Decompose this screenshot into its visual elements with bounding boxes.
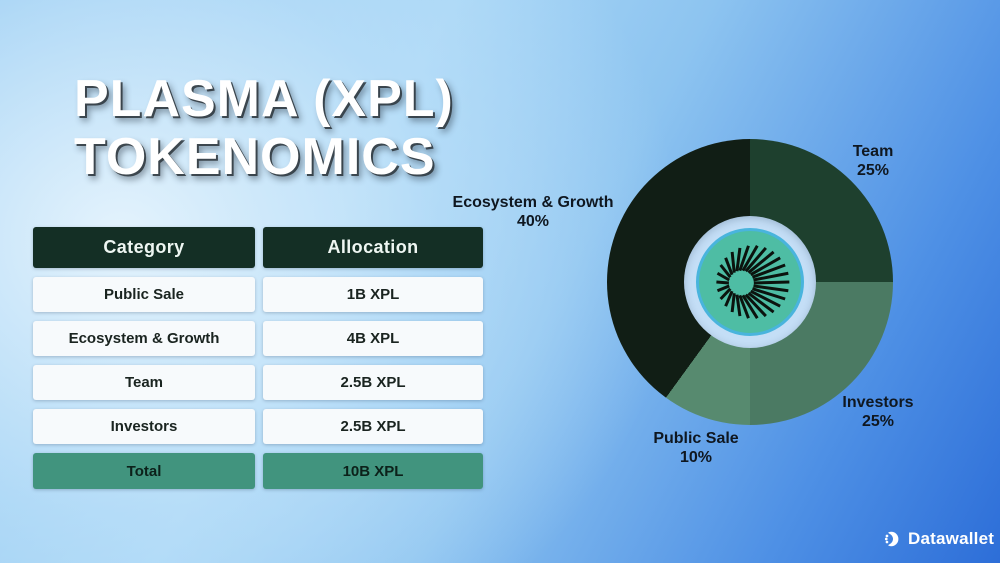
segment-percent: 25%: [861, 413, 895, 430]
table-cell-category: Investors: [33, 409, 255, 444]
allocation-table: Category Allocation Public Sale 1B XPL E…: [33, 227, 483, 489]
segment-name: Investors: [842, 394, 914, 411]
page-title-line2: TOKENOMICS: [74, 128, 436, 186]
table-cell-allocation: 2.5B XPL: [263, 365, 483, 400]
segment-name: Ecosystem & Growth: [452, 194, 614, 211]
segment-label-public-sale: Public Sale 10%: [621, 429, 771, 467]
table-total-allocation: 10B XPL: [263, 453, 483, 489]
segment-percent: 40%: [516, 213, 550, 230]
table-cell-category: Team: [33, 365, 255, 400]
table-header-allocation: Allocation: [263, 227, 483, 268]
table-cell-allocation: 1B XPL: [263, 277, 483, 312]
page-title: PLASMA (XPL) TOKENOMICS: [74, 70, 454, 186]
donut-ring: [607, 139, 893, 425]
table-cell-allocation: 4B XPL: [263, 321, 483, 356]
plasma-logo-rays: [716, 245, 790, 319]
plasma-logo-icon: [716, 245, 790, 319]
segment-label-ecosystem: Ecosystem & Growth 40%: [428, 193, 638, 231]
table-cell-allocation: 2.5B XPL: [263, 409, 483, 444]
segment-label-team: Team 25%: [818, 142, 928, 180]
segment-percent: 25%: [856, 162, 890, 179]
brand-footer: Datawallet: [884, 529, 994, 549]
segment-name: Team: [852, 143, 894, 160]
segment-percent: 10%: [679, 449, 713, 466]
datawallet-logo-icon: [884, 531, 899, 547]
segment-label-investors: Investors 25%: [813, 393, 943, 431]
table-cell-category: Public Sale: [33, 277, 255, 312]
table-total-category: Total: [33, 453, 255, 489]
segment-name: Public Sale: [653, 430, 739, 447]
table-header-category: Category: [33, 227, 255, 268]
plasma-logo-badge: [696, 228, 804, 336]
donut-hole: [684, 216, 816, 348]
brand-name: Datawallet: [908, 529, 995, 548]
page-title-line1: PLASMA (XPL): [74, 70, 454, 128]
table-cell-category: Ecosystem & Growth: [33, 321, 255, 356]
